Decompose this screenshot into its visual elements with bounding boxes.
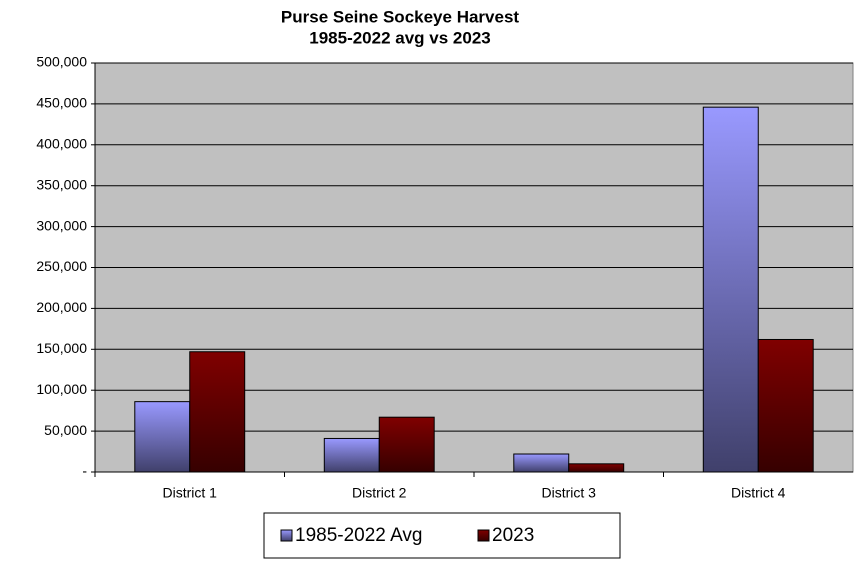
x-tick-label: District 4 [731,485,786,501]
bar [513,453,570,473]
y-tick-label: 200,000 [36,299,87,315]
y-tick-label: 300,000 [36,217,87,233]
legend-marker [280,529,293,542]
y-tick-label: 50,000 [44,422,87,438]
chart-title: Purse Seine Sockeye Harvest [281,7,519,26]
x-tick-label: District 2 [352,485,407,501]
legend [263,512,621,559]
y-tick-label: 250,000 [36,258,87,274]
y-tick-label: - [82,463,87,479]
bar [134,401,191,473]
bar [568,463,625,473]
y-tick-label: 350,000 [36,176,87,192]
x-tick-label: District 1 [163,485,218,501]
bar [378,416,435,473]
chart-subtitle: 1985-2022 avg vs 2023 [309,28,491,47]
bar [189,351,246,473]
y-tick-label: 500,000 [36,54,87,70]
bar [757,338,814,473]
y-tick-label: 400,000 [36,136,87,152]
bar [702,106,759,473]
bar [323,437,380,473]
y-tick-label: 450,000 [36,95,87,111]
y-tick-label: 100,000 [36,381,87,397]
x-tick-label: District 3 [542,485,597,501]
legend-label: 2023 [492,525,534,546]
legend-marker [477,529,490,542]
legend-label: 1985-2022 Avg [295,525,423,546]
y-tick-label: 150,000 [36,340,87,356]
